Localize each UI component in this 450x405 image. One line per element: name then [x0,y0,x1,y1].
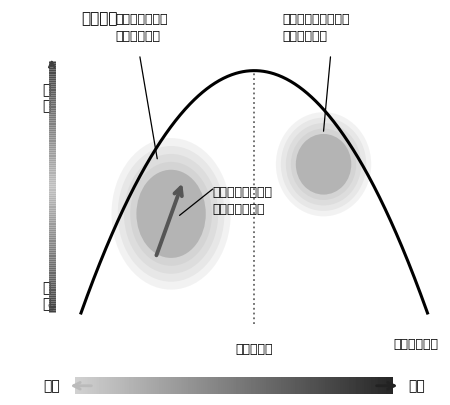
Text: ブラック企業と解釈
できる企業群: ブラック企業と解釈 できる企業群 [282,13,350,43]
Ellipse shape [130,162,212,266]
Text: 高い: 高い [408,379,425,393]
Text: 雇用の流動性: 雇用の流動性 [393,338,438,351]
Ellipse shape [136,170,206,258]
Ellipse shape [276,112,371,216]
Ellipse shape [112,138,231,290]
Ellipse shape [286,123,361,205]
Text: 日本的雇用慣行
の強い企業群: 日本的雇用慣行 の強い企業群 [116,13,168,43]
Ellipse shape [281,117,366,211]
Ellipse shape [296,134,351,194]
Ellipse shape [124,154,218,274]
Text: 良
い: 良 い [42,83,50,113]
Ellipse shape [291,128,356,200]
Text: 低い: 低い [43,379,60,393]
Ellipse shape [296,134,351,194]
Text: 企業業績: 企業業績 [81,11,117,26]
Text: 最適な水準: 最適な水準 [235,343,273,356]
Ellipse shape [118,146,225,282]
Ellipse shape [136,170,206,258]
Text: 流動性を高めると
業績が向上する: 流動性を高めると 業績が向上する [213,186,273,216]
Text: 悪
い: 悪 い [42,281,50,311]
